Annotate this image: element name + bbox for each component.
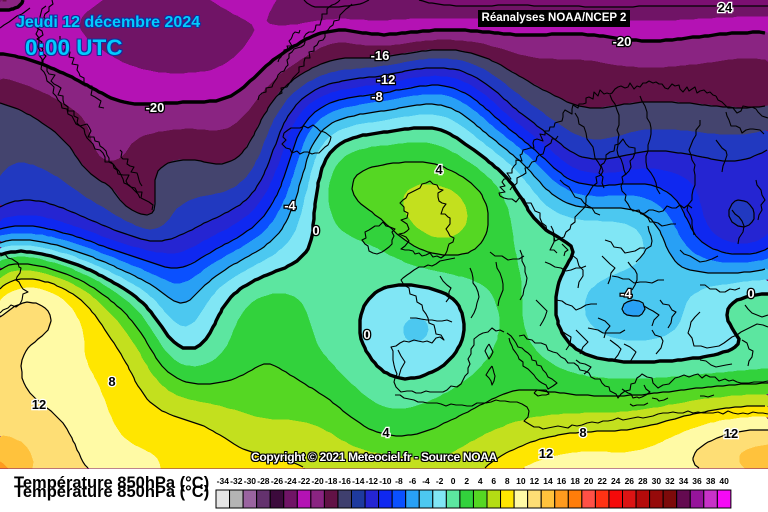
- svg-text:-16: -16: [371, 48, 390, 63]
- svg-text:28: 28: [638, 476, 648, 486]
- svg-text:10: 10: [516, 476, 526, 486]
- svg-text:-8: -8: [395, 476, 403, 486]
- svg-text:-26: -26: [271, 476, 284, 486]
- svg-text:-30: -30: [244, 476, 257, 486]
- svg-text:24: 24: [611, 476, 621, 486]
- svg-text:0: 0: [747, 286, 754, 301]
- svg-text:2: 2: [464, 476, 469, 486]
- svg-text:4: 4: [435, 162, 443, 177]
- svg-text:8: 8: [579, 425, 586, 440]
- svg-text:26: 26: [625, 476, 635, 486]
- svg-text:4: 4: [478, 476, 483, 486]
- svg-text:38: 38: [706, 476, 716, 486]
- svg-text:30: 30: [652, 476, 662, 486]
- svg-text:-8: -8: [371, 89, 383, 104]
- svg-text:32: 32: [665, 476, 675, 486]
- svg-text:16: 16: [557, 476, 567, 486]
- svg-text:-20: -20: [311, 476, 324, 486]
- svg-text:12: 12: [724, 426, 738, 441]
- svg-text:40: 40: [719, 476, 729, 486]
- svg-text:0: 0: [451, 476, 456, 486]
- svg-text:12: 12: [530, 476, 540, 486]
- svg-text:-34: -34: [217, 476, 230, 486]
- svg-text:4: 4: [382, 425, 390, 440]
- svg-text:-10: -10: [379, 476, 392, 486]
- svg-text:12: 12: [32, 397, 46, 412]
- svg-text:-24: -24: [284, 476, 297, 486]
- svg-text:12: 12: [539, 446, 553, 461]
- svg-text:-20: -20: [146, 100, 165, 115]
- svg-text:20: 20: [584, 476, 594, 486]
- svg-text:-28: -28: [257, 476, 270, 486]
- svg-text:-6: -6: [409, 476, 417, 486]
- svg-text:-16: -16: [339, 476, 352, 486]
- svg-text:0: 0: [312, 223, 319, 238]
- svg-text:18: 18: [570, 476, 580, 486]
- svg-text:22: 22: [597, 476, 607, 486]
- svg-text:-4: -4: [620, 286, 632, 301]
- svg-text:8: 8: [505, 476, 510, 486]
- svg-text:-4: -4: [422, 476, 430, 486]
- svg-text:0: 0: [363, 327, 370, 342]
- svg-text:-18: -18: [325, 476, 338, 486]
- svg-text:8: 8: [108, 374, 115, 389]
- svg-text:-14: -14: [352, 476, 365, 486]
- svg-text:14: 14: [543, 476, 553, 486]
- svg-text:-12: -12: [377, 72, 396, 87]
- svg-text:-22: -22: [298, 476, 311, 486]
- svg-text:6: 6: [491, 476, 496, 486]
- svg-text:36: 36: [692, 476, 702, 486]
- svg-text:34: 34: [679, 476, 689, 486]
- svg-text:-20: -20: [613, 34, 632, 49]
- svg-text:24: 24: [718, 0, 733, 15]
- svg-text:-32: -32: [230, 476, 243, 486]
- svg-text:-2: -2: [436, 476, 444, 486]
- svg-text:-12: -12: [366, 476, 379, 486]
- svg-text:-4: -4: [284, 198, 296, 213]
